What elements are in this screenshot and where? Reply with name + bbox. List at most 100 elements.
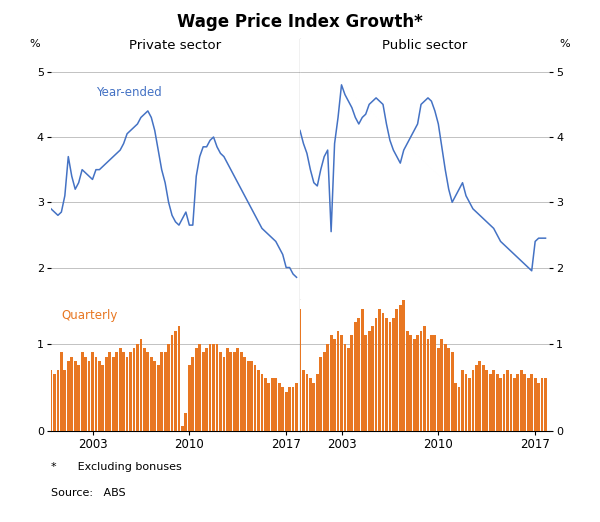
Bar <box>399 304 401 431</box>
Bar <box>302 370 305 431</box>
Bar <box>81 352 83 431</box>
Bar <box>101 365 104 431</box>
Bar <box>243 357 246 431</box>
Bar <box>496 374 499 431</box>
Text: Year-ended: Year-ended <box>96 86 161 99</box>
Bar <box>254 365 256 431</box>
Bar <box>157 365 160 431</box>
Bar <box>143 348 146 431</box>
Bar <box>361 309 364 431</box>
Bar <box>333 339 336 431</box>
Bar <box>164 352 167 431</box>
Text: Quarterly: Quarterly <box>61 309 118 322</box>
Bar <box>215 343 218 431</box>
Bar <box>129 352 132 431</box>
Bar <box>403 300 405 431</box>
Bar <box>212 343 215 431</box>
Bar <box>413 339 416 431</box>
Bar <box>74 361 77 431</box>
Bar <box>223 357 226 431</box>
Bar <box>67 361 70 431</box>
Bar <box>492 370 495 431</box>
Bar <box>288 387 291 431</box>
Bar <box>174 330 177 431</box>
Bar <box>268 383 270 431</box>
Text: *      Excluding bonuses: * Excluding bonuses <box>51 462 182 472</box>
Bar <box>478 361 481 431</box>
Bar <box>70 357 73 431</box>
Bar <box>105 357 108 431</box>
Bar <box>236 348 239 431</box>
Bar <box>112 357 115 431</box>
Bar <box>358 317 360 431</box>
Bar <box>451 352 454 431</box>
Bar <box>530 374 533 431</box>
Bar <box>392 317 395 431</box>
Bar <box>170 335 173 431</box>
Bar <box>199 343 201 431</box>
Bar <box>371 326 374 431</box>
Bar <box>133 348 136 431</box>
Bar <box>517 374 519 431</box>
Bar <box>240 352 242 431</box>
Bar <box>295 383 298 431</box>
Bar <box>482 365 485 431</box>
Text: Public sector: Public sector <box>382 39 467 52</box>
Bar <box>292 387 295 431</box>
Bar <box>419 330 422 431</box>
Bar <box>109 352 111 431</box>
Bar <box>378 309 381 431</box>
Bar <box>305 374 308 431</box>
Bar <box>544 378 547 431</box>
Bar <box>395 309 398 431</box>
Bar <box>184 413 187 431</box>
Bar <box>188 365 191 431</box>
Text: Source:   ABS: Source: ABS <box>51 488 125 498</box>
Bar <box>257 370 260 431</box>
Bar <box>140 339 142 431</box>
Bar <box>444 343 446 431</box>
Bar <box>472 370 475 431</box>
Bar <box>423 326 426 431</box>
Bar <box>64 370 66 431</box>
Bar <box>281 387 284 431</box>
Bar <box>382 313 385 431</box>
Bar <box>309 378 312 431</box>
Bar <box>146 352 149 431</box>
Bar <box>299 309 301 431</box>
Bar <box>229 352 232 431</box>
Bar <box>375 317 377 431</box>
Bar <box>91 352 94 431</box>
Bar <box>209 343 211 431</box>
Bar <box>461 370 464 431</box>
Bar <box>323 352 326 431</box>
Bar <box>233 352 236 431</box>
Text: Private sector: Private sector <box>130 39 221 52</box>
Bar <box>506 370 509 431</box>
Bar <box>250 361 253 431</box>
Bar <box>389 322 391 431</box>
Bar <box>337 330 340 431</box>
Bar <box>430 335 433 431</box>
Bar <box>219 352 222 431</box>
Bar <box>195 348 197 431</box>
Bar <box>458 387 460 431</box>
Bar <box>119 348 122 431</box>
Bar <box>154 361 156 431</box>
Bar <box>344 343 346 431</box>
Bar <box>448 348 450 431</box>
Bar <box>437 348 440 431</box>
Bar <box>264 378 267 431</box>
Bar <box>95 357 97 431</box>
Bar <box>416 335 419 431</box>
Bar <box>364 335 367 431</box>
Bar <box>354 322 357 431</box>
Bar <box>541 378 544 431</box>
Bar <box>278 383 281 431</box>
Bar <box>523 374 526 431</box>
Bar <box>433 335 436 431</box>
Bar <box>205 348 208 431</box>
Bar <box>98 361 101 431</box>
Bar <box>527 378 530 431</box>
Bar <box>274 378 277 431</box>
